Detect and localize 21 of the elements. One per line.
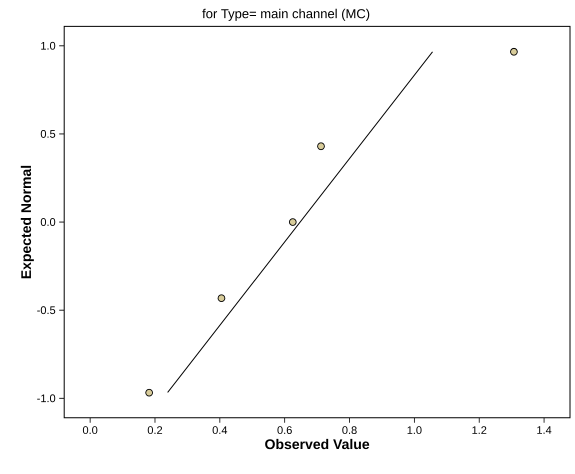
y-tick-label: 0.5 — [40, 130, 56, 138]
point — [510, 48, 518, 56]
y-tick-label: 0.0 — [40, 218, 56, 226]
point — [145, 388, 153, 397]
y-axis-title: Expected Normal — [20, 166, 34, 278]
x-tick-label: 1.0 — [408, 426, 422, 434]
x-tick-label: 1.4 — [537, 426, 552, 434]
x-tick-label: 0.6 — [277, 426, 292, 434]
point — [218, 294, 226, 302]
x-tick-label: 0.4 — [212, 426, 228, 434]
point — [317, 142, 325, 150]
y-tick-label: -1.0 — [37, 394, 56, 402]
x-axis-title: Observed Value — [265, 438, 370, 450]
x-tick-label: 1.2 — [472, 426, 486, 434]
point — [288, 218, 297, 226]
y-tick-label: -0.5 — [37, 306, 56, 314]
chart-title: for Type= main channel (MC) — [202, 8, 370, 21]
y-tick-label: 1.0 — [41, 42, 56, 50]
x-tick-label: 0.0 — [82, 426, 98, 434]
x-tick-label: 0.8 — [342, 426, 357, 434]
x-tick-label: 0.2 — [148, 426, 162, 434]
